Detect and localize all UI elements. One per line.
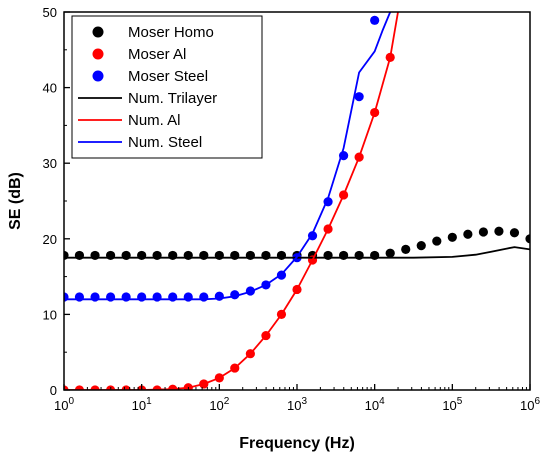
data-point [105, 292, 116, 302]
x-tick-label: 104 [365, 396, 385, 413]
data-point [64, 385, 69, 390]
data-point [214, 250, 224, 261]
y-axis-label: SE (dB) [7, 172, 24, 230]
axes: 0 10 20 30 40 50 100 101 102 103 104 105 106 [43, 5, 541, 413]
legend-label: Moser Al [128, 46, 186, 63]
data-point [199, 292, 209, 302]
data-point [152, 292, 162, 302]
legend-label: Moser Steel [128, 68, 208, 85]
plot-area [64, 12, 530, 390]
data-point [168, 292, 178, 302]
data-point [74, 250, 85, 261]
data-point [90, 385, 100, 390]
data-point [354, 250, 364, 261]
data-point [183, 292, 193, 302]
y-tick-label: 0 [50, 383, 57, 398]
data-point [152, 250, 162, 261]
y-tick-label: 30 [43, 156, 57, 171]
y-tick-label: 20 [43, 232, 57, 247]
data-point [447, 232, 457, 242]
data-point [74, 292, 85, 302]
x-tick-label: 101 [132, 396, 152, 413]
data-point [370, 15, 380, 25]
data-point [509, 228, 520, 238]
data-point [137, 250, 147, 261]
data-point [494, 226, 504, 236]
data-point [401, 244, 411, 254]
data-point [261, 250, 271, 261]
series-line-num-al [64, 12, 399, 390]
legend-marker [92, 26, 104, 38]
data-point [90, 292, 100, 302]
data-point [525, 234, 530, 244]
data-point [183, 250, 193, 261]
data-point [230, 250, 240, 261]
data-point [276, 250, 287, 261]
legend-marker [92, 48, 104, 60]
legend-box [71, 15, 263, 159]
data-point [105, 250, 116, 261]
y-tick-label: 10 [43, 307, 57, 322]
data-point [199, 250, 209, 261]
data-point [74, 385, 85, 390]
x-tick-label: 100 [54, 396, 74, 413]
legend-label: Num. Steel [128, 134, 202, 151]
plot-marks [64, 12, 530, 390]
data-point [385, 248, 395, 258]
data-point [245, 250, 255, 261]
data-point [338, 250, 349, 261]
legend-label: Num. Al [128, 112, 181, 129]
data-point [370, 250, 380, 261]
data-point [121, 250, 131, 261]
data-point [478, 227, 489, 237]
legend-label: Num. Trilayer [128, 90, 217, 107]
y-tick-label: 40 [43, 81, 57, 96]
data-point [416, 241, 426, 251]
data-point [354, 92, 364, 102]
data-point [90, 250, 100, 261]
data-point [432, 236, 442, 246]
data-point [168, 250, 178, 261]
x-tick-label: 105 [442, 396, 462, 413]
x-tick-label: 103 [287, 396, 307, 413]
legend-marker [92, 70, 104, 82]
legend-label: Moser Homo [128, 24, 214, 41]
x-tick-label: 106 [520, 396, 540, 413]
legend: Moser Homo Moser Al Moser Steel Num. Trilay… [71, 15, 263, 159]
data-point [121, 292, 131, 302]
data-point [121, 385, 131, 390]
data-point [463, 229, 473, 239]
x-tick-label: 102 [209, 396, 229, 413]
series-line-num-steel [64, 12, 392, 301]
y-tick-label: 50 [43, 5, 57, 20]
data-point [323, 250, 333, 261]
data-point [137, 292, 147, 302]
x-axis-label: Frequency (Hz) [239, 435, 355, 452]
series-line-num-trilayer [64, 246, 530, 259]
